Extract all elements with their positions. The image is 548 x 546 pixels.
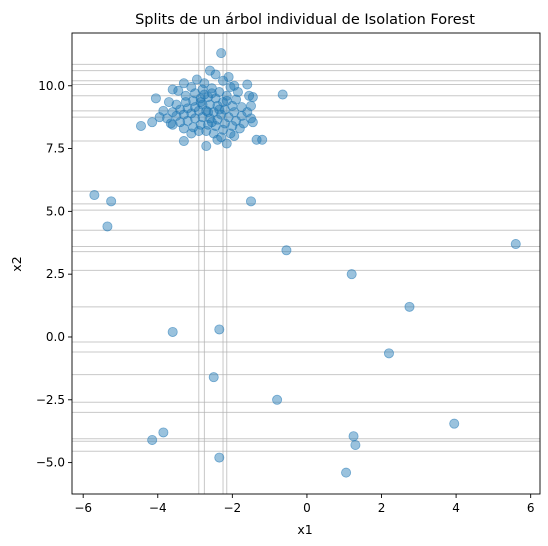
data-point-36 xyxy=(167,107,178,118)
data-point-86 xyxy=(195,97,206,108)
data-point-91 xyxy=(135,120,146,131)
data-point-99 xyxy=(247,92,258,103)
data-point-96 xyxy=(257,134,268,145)
data-point-112 xyxy=(383,348,394,359)
data-point-24 xyxy=(163,97,174,108)
data-point-87 xyxy=(221,95,232,106)
x-tick-label-6: 6 xyxy=(527,501,535,515)
data-point-47 xyxy=(154,112,165,123)
data-point-66 xyxy=(219,118,230,129)
data-point-121 xyxy=(341,467,352,478)
y-tick-label-1: −2.5 xyxy=(36,393,65,407)
data-point-107 xyxy=(346,269,357,280)
data-point-98 xyxy=(277,89,288,100)
data-point-85 xyxy=(206,117,217,128)
data-point-2 xyxy=(223,71,234,82)
data-point-28 xyxy=(195,93,206,104)
data-point-95 xyxy=(247,117,258,128)
data-point-97 xyxy=(251,134,262,145)
data-point-14 xyxy=(173,85,184,96)
data-point-109 xyxy=(404,301,415,312)
data-point-77 xyxy=(193,125,204,136)
data-point-92 xyxy=(150,93,161,104)
x-axis-label: x1 xyxy=(297,522,312,537)
data-point-110 xyxy=(167,326,178,337)
x-tick-label-1: −4 xyxy=(149,501,167,515)
data-point-115 xyxy=(449,418,460,429)
data-point-114 xyxy=(272,394,283,405)
data-point-111 xyxy=(214,324,225,335)
data-point-10 xyxy=(199,78,210,89)
data-point-118 xyxy=(348,431,359,442)
data-points xyxy=(89,48,521,478)
x-tick-label-2: −2 xyxy=(223,501,241,515)
data-point-26 xyxy=(180,97,191,108)
data-point-108 xyxy=(510,239,521,250)
data-point-70 xyxy=(188,122,199,133)
data-point-100 xyxy=(229,131,240,142)
y-tick-label-3: 2.5 xyxy=(46,267,65,281)
x-tick-label-3: 0 xyxy=(303,501,311,515)
data-point-48 xyxy=(162,113,173,124)
data-point-102 xyxy=(89,190,100,201)
y-tick-label-4: 5.0 xyxy=(46,204,65,218)
data-point-84 xyxy=(203,107,214,118)
data-point-117 xyxy=(147,434,158,445)
data-point-89 xyxy=(165,118,176,129)
data-point-101 xyxy=(212,134,223,145)
data-point-78 xyxy=(201,125,212,136)
data-point-83 xyxy=(214,104,225,115)
plot-frame xyxy=(71,32,541,495)
x-tick-label-4: 2 xyxy=(378,501,386,515)
data-point-76 xyxy=(186,128,197,139)
data-point-6 xyxy=(242,79,253,90)
data-point-113 xyxy=(208,372,219,383)
x-tick-label-0: −6 xyxy=(74,501,92,515)
data-point-93 xyxy=(201,141,212,152)
data-point-4 xyxy=(210,69,221,80)
data-point-88 xyxy=(178,136,189,147)
data-point-120 xyxy=(214,452,225,463)
y-axis-ticks: −5.0 −2.5 0.0 2.5 5.0 7.5 10.0 xyxy=(36,79,72,470)
y-tick-label-0: −5.0 xyxy=(36,456,65,470)
data-point-71 xyxy=(195,119,206,130)
data-point-22 xyxy=(244,90,255,101)
x-tick-label-5: 4 xyxy=(452,501,460,515)
data-point-12 xyxy=(225,82,236,93)
y-axis-label: x2 xyxy=(9,256,24,271)
data-point-67 xyxy=(227,120,238,131)
data-point-90 xyxy=(147,117,158,128)
data-point-27 xyxy=(188,95,199,106)
data-point-116 xyxy=(158,427,169,438)
data-point-105 xyxy=(245,196,256,207)
data-point-11 xyxy=(218,75,229,86)
data-point-68 xyxy=(234,123,245,134)
data-point-82 xyxy=(206,88,217,99)
y-tick-label-5: 7.5 xyxy=(46,142,65,156)
data-point-13 xyxy=(232,87,243,98)
data-point-94 xyxy=(221,138,232,149)
data-point-106 xyxy=(281,245,292,256)
data-point-0 xyxy=(216,48,227,59)
data-point-1 xyxy=(204,65,215,76)
chart-title: Splits de un árbol individual de Isolati… xyxy=(135,12,475,28)
data-point-119 xyxy=(350,440,361,451)
y-tick-label-6: 10.0 xyxy=(38,79,65,93)
split-lines xyxy=(72,33,540,494)
y-tick-label-2: 0.0 xyxy=(46,330,65,344)
data-point-103 xyxy=(106,196,117,207)
x-axis-ticks: −6 −4 −2 0 2 4 6 xyxy=(74,494,534,515)
data-point-104 xyxy=(102,221,113,232)
